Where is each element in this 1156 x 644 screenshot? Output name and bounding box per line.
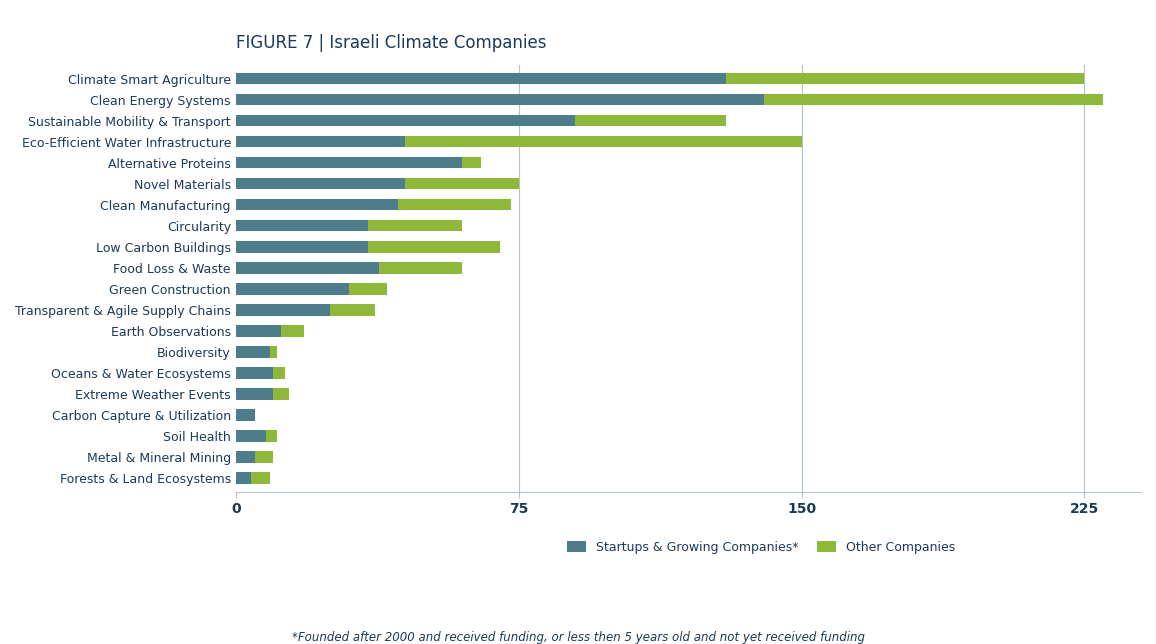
Bar — [281, 325, 304, 337]
Bar — [368, 241, 499, 252]
Bar — [236, 388, 274, 399]
Bar — [576, 115, 726, 126]
Bar — [236, 472, 251, 484]
Bar — [379, 262, 462, 274]
Bar — [349, 283, 386, 294]
Bar — [764, 94, 1103, 106]
Bar — [266, 430, 277, 442]
Text: *Founded after 2000 and received funding, or less then 5 years old and not yet r: *Founded after 2000 and received funding… — [291, 630, 865, 644]
Text: FIGURE 7 | Israeli Climate Companies: FIGURE 7 | Israeli Climate Companies — [236, 34, 547, 52]
Bar — [368, 220, 462, 231]
Bar — [726, 73, 1084, 84]
Legend: Startups & Growing Companies*, Other Companies: Startups & Growing Companies*, Other Com… — [566, 540, 955, 553]
Bar — [269, 346, 277, 357]
Bar — [236, 178, 406, 189]
Bar — [254, 451, 274, 462]
Bar — [236, 136, 406, 147]
Bar — [462, 157, 481, 169]
Bar — [236, 262, 379, 274]
Bar — [406, 136, 801, 147]
Bar — [251, 472, 269, 484]
Bar — [236, 241, 368, 252]
Bar — [236, 367, 274, 379]
Bar — [329, 304, 376, 316]
Bar — [236, 451, 254, 462]
Bar — [236, 115, 576, 126]
Bar — [406, 178, 519, 189]
Bar — [236, 73, 726, 84]
Bar — [274, 367, 284, 379]
Bar — [236, 157, 462, 169]
Bar — [274, 388, 289, 399]
Bar — [236, 325, 281, 337]
Bar — [236, 346, 269, 357]
Bar — [236, 409, 254, 421]
Bar — [236, 199, 398, 211]
Bar — [236, 220, 368, 231]
Bar — [236, 283, 349, 294]
Bar — [398, 199, 511, 211]
Bar — [236, 94, 764, 106]
Bar — [236, 304, 329, 316]
Bar — [236, 430, 266, 442]
